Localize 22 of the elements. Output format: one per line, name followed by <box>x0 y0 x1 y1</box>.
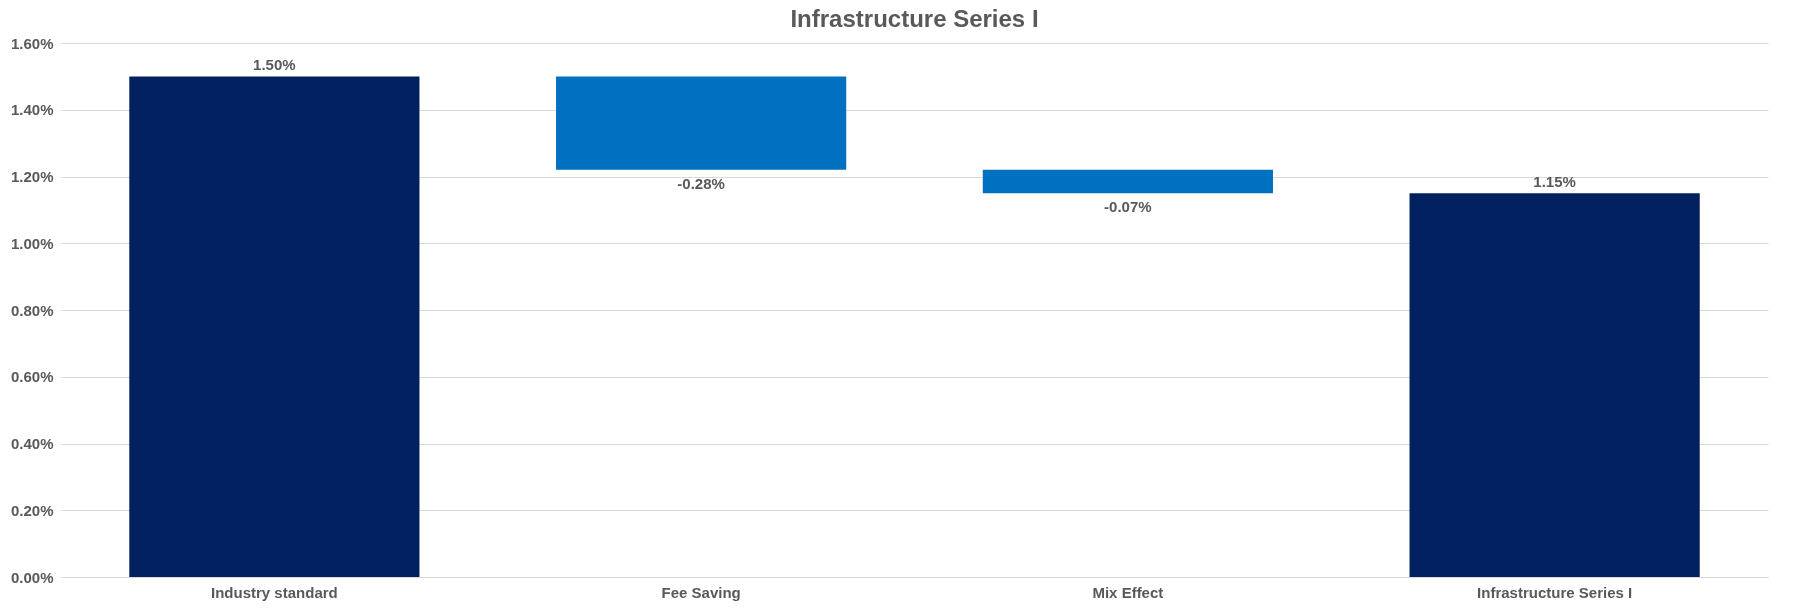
y-tick-label: 1.20% <box>10 168 54 185</box>
x-tick-label: Fee Saving <box>661 583 741 601</box>
x-tick-label: Mix Effect <box>1092 583 1164 601</box>
data-label: 1.50% <box>253 56 296 74</box>
y-tick-label: 1.60% <box>10 34 54 52</box>
x-tick-label: Industry standard <box>211 583 338 601</box>
y-tick-label: 0.80% <box>10 301 54 319</box>
y-tick-label: 0.60% <box>10 368 54 386</box>
bar <box>556 76 847 170</box>
bar <box>1409 193 1700 577</box>
data-label: -0.07% <box>1104 198 1152 216</box>
y-tick-label: 1.00% <box>10 234 54 252</box>
x-tick-label: Infrastructure Series I <box>1477 583 1633 601</box>
data-label: 1.15% <box>1533 173 1576 191</box>
data-label: -0.28% <box>677 174 725 192</box>
bar <box>129 76 420 577</box>
y-tick-label: 0.40% <box>10 435 54 452</box>
bar <box>982 169 1273 194</box>
y-tick-label: 1.40% <box>10 101 54 119</box>
y-tick-label: 0.00% <box>10 568 54 586</box>
chart-title: Infrastructure Series I <box>790 5 1039 32</box>
y-tick-label: 0.20% <box>10 501 54 519</box>
